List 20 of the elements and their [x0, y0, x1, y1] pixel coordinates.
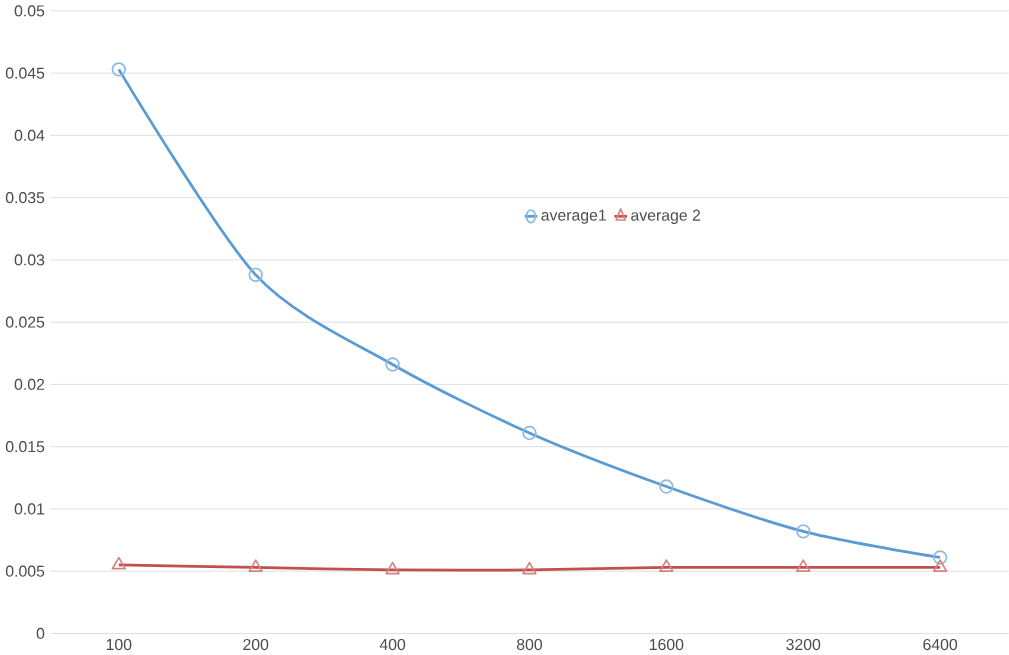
- x-tick-label: 800: [516, 638, 543, 650]
- x-tick-label: 200: [243, 638, 269, 650]
- y-tick-label: 0.045: [5, 67, 45, 79]
- y-tick-label: 0.005: [5, 565, 45, 577]
- legend-label: average1: [541, 209, 606, 224]
- y-tick-label: 0.035: [5, 191, 45, 204]
- y-tick-label: 0.04: [14, 129, 45, 141]
- x-tick-label: 100: [106, 638, 132, 650]
- legend-label: average 2: [631, 209, 701, 224]
- y-tick-label: 0: [36, 627, 45, 639]
- x-tick-label: 3200: [786, 638, 821, 650]
- y-tick-label: 0.01: [14, 503, 45, 515]
- x-tick-label: 1600: [649, 638, 684, 650]
- y-tick-label: 0.025: [5, 316, 45, 328]
- y-tick-label: 0.05: [14, 5, 45, 17]
- y-tick-label: 0.015: [5, 440, 45, 453]
- x-tick-label: 6400: [923, 638, 958, 650]
- x-tick-label: 400: [379, 638, 406, 650]
- y-tick-label: 0.03: [14, 254, 45, 266]
- y-tick-label: 0.02: [14, 378, 45, 390]
